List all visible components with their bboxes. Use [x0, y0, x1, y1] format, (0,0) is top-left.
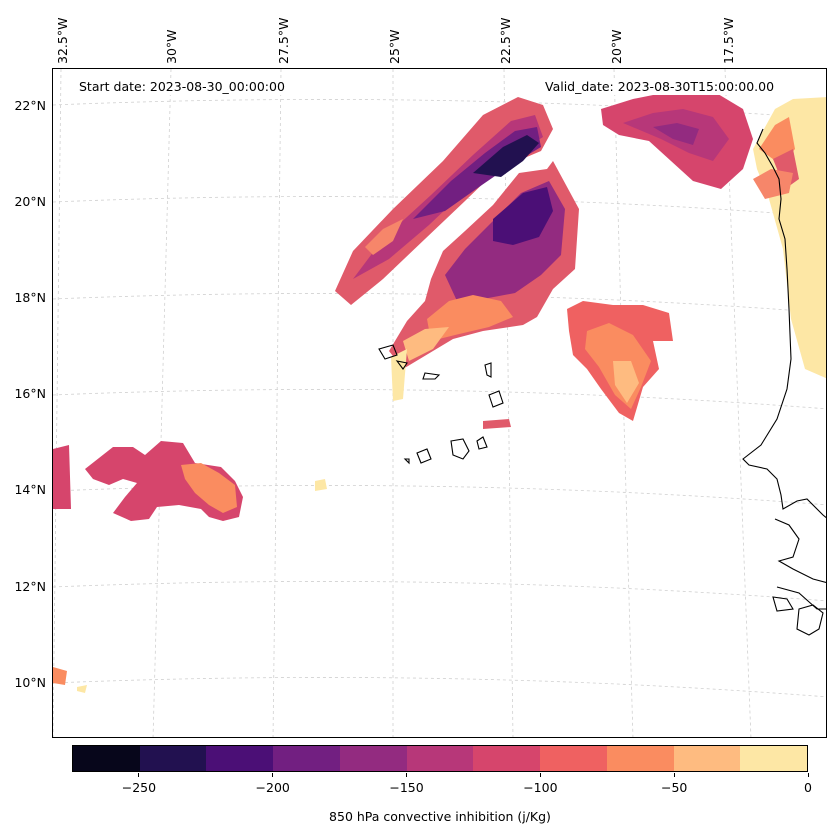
parallel-10n [53, 677, 826, 698]
meridian-30w [152, 69, 172, 737]
colorbar-tick-label: 0 [804, 780, 812, 795]
parallel-16n [53, 389, 826, 410]
colorbar-tick-label: −150 [389, 780, 424, 795]
lat-label-12n: 12°N [14, 579, 46, 594]
lon-label-27-5w: 27.5°W [276, 17, 291, 64]
graticule [53, 69, 826, 737]
lat-label-14n: 14°N [14, 482, 46, 497]
colorbar-segment [206, 746, 274, 771]
lat-label-16n: 16°N [14, 386, 46, 401]
lon-label-20w: 20°W [609, 29, 624, 64]
colorbar-tick-mark [138, 773, 140, 777]
colorbar-tick-mark [406, 773, 408, 777]
island-brava [403, 458, 410, 465]
colorbar-tick-label: −100 [523, 780, 558, 795]
map-canvas [53, 69, 826, 737]
island-sao-nicolau [422, 372, 441, 380]
colorbar-segment [740, 746, 808, 771]
coast-islet [772, 596, 794, 612]
lon-label-30w: 30°W [164, 29, 179, 64]
island-sao-vicente [395, 360, 408, 370]
island-sal [484, 362, 492, 378]
lon-label-25w: 25°W [387, 29, 402, 64]
colorbar-segment [339, 746, 407, 771]
meridian-22-5w [503, 69, 514, 737]
coastlines [742, 128, 826, 636]
cape-verde-islands [378, 344, 504, 465]
meridian-20w [613, 69, 634, 737]
island-santo-antao [378, 344, 398, 360]
gambia-coast [774, 518, 826, 584]
island-boa-vista [488, 390, 504, 408]
lon-label-22-5w: 22.5°W [498, 17, 513, 64]
colorbar-segment [673, 746, 741, 771]
colorbar-tick-mark [807, 773, 809, 777]
meridian-32-5w [53, 69, 62, 737]
island-maio [476, 436, 488, 450]
colorbar-tick-label: −250 [121, 780, 157, 795]
africa-coastline [742, 128, 826, 519]
colorbar [72, 745, 808, 772]
colorbar-segment [139, 746, 207, 771]
lon-label-32-5w: 32.5°W [55, 17, 70, 64]
colorbar-segment [540, 746, 607, 771]
colorbar-tick-mark [272, 773, 274, 777]
map-frame: Start date: 2023-08-30_00:00:00 Valid_da… [52, 68, 827, 738]
island-fogo [416, 448, 432, 464]
lon-label-17-5w: 17.5°W [721, 17, 736, 64]
lat-label-18n: 18°N [14, 290, 46, 305]
lat-label-10n: 10°N [14, 675, 46, 690]
colorbar-title: 850 hPa convective inhibition (j/Kg) [329, 809, 551, 824]
island-santiago [450, 438, 470, 460]
colorbar-segment [606, 746, 674, 771]
lat-label-20n: 20°N [14, 194, 46, 209]
lat-label-22n: 22°N [14, 98, 46, 113]
colorbar-segment [73, 746, 140, 771]
colorbar-tick-mark [673, 773, 675, 777]
colorbar-tick-label: −50 [660, 780, 688, 795]
colorbar-tick-label: −200 [255, 780, 290, 795]
colorbar-tick-mark [539, 773, 541, 777]
start-date-label: Start date: 2023-08-30_00:00:00 [75, 78, 289, 95]
parallel-12n [53, 581, 826, 602]
meridian-17-5w [724, 69, 752, 737]
colorbar-segment [406, 746, 474, 771]
meridian-27-5w [272, 69, 282, 737]
valid-date-label: Valid_date: 2023-08-30T15:00:00.00 [541, 78, 779, 95]
colorbar-segment [273, 746, 340, 771]
colorbar-segment [473, 746, 541, 771]
bijagos-island [796, 604, 824, 636]
guinea-bissau-coast [776, 586, 826, 610]
cin-contours [53, 91, 826, 693]
